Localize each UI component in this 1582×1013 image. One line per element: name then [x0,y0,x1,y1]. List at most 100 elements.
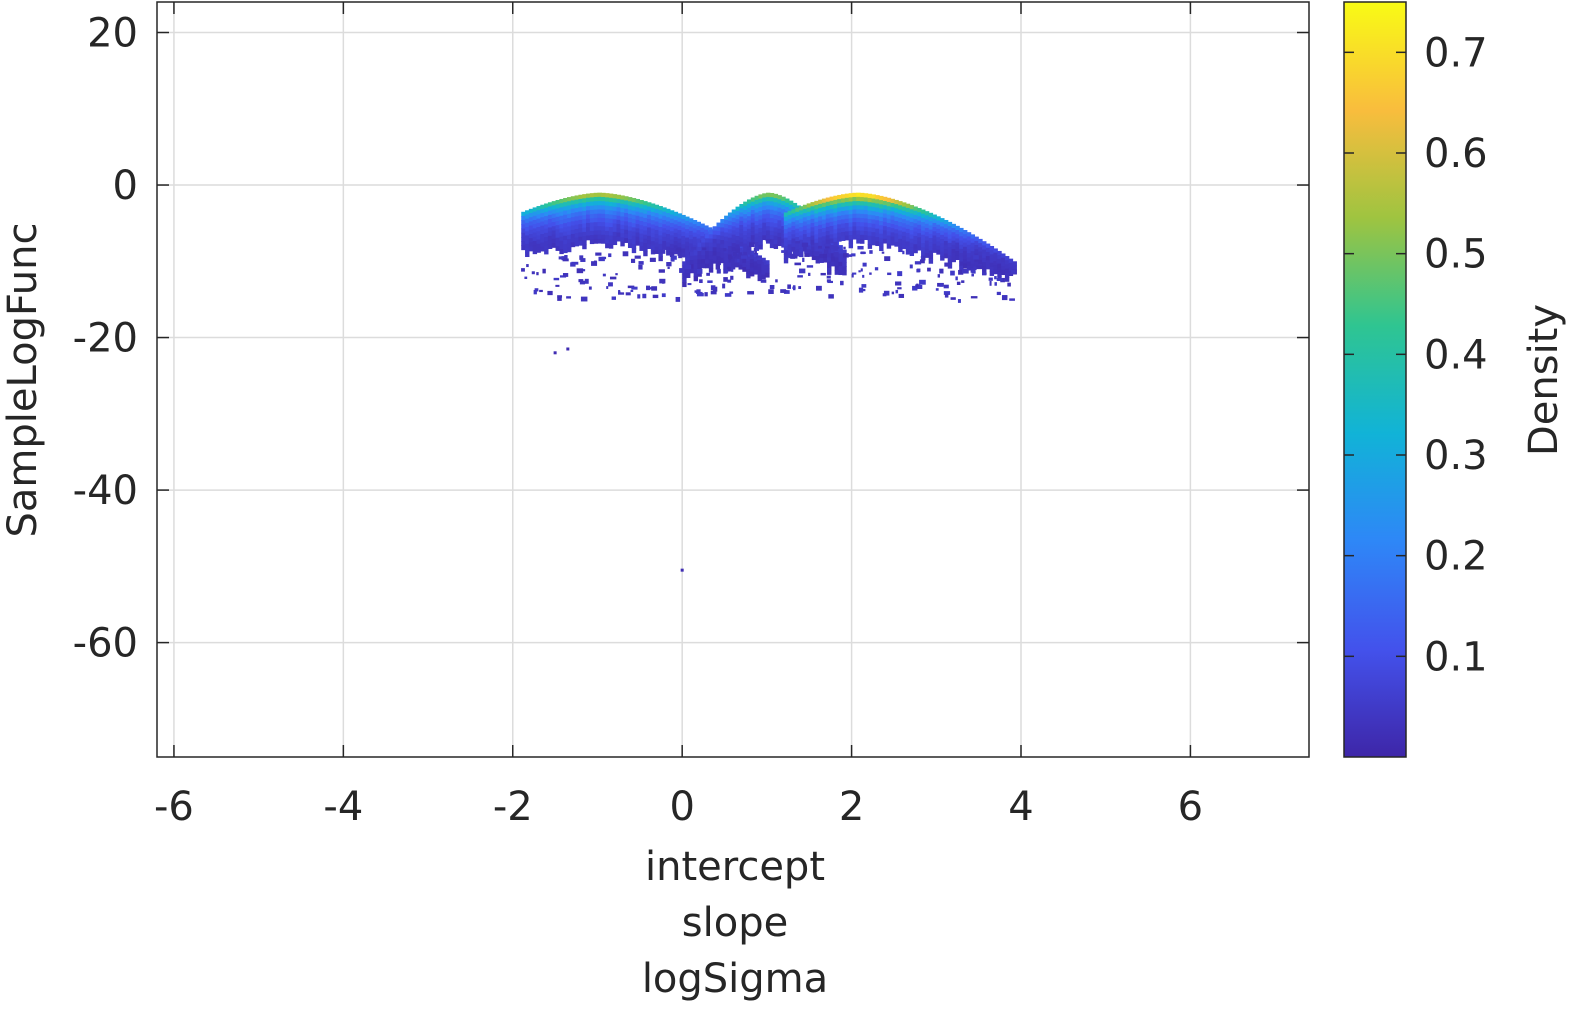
density-cell [570,229,576,235]
density-cell [898,201,903,206]
density-cell [555,208,560,214]
speckle-cell [851,273,854,278]
density-cell [586,231,591,237]
speckle-cell [661,293,666,298]
density-cell [985,243,991,249]
density-cell [681,223,686,229]
density-cell [833,195,838,201]
density-cell [540,238,545,244]
x-tick-label: -6 [154,784,194,830]
density-cell [761,274,766,280]
density-cell [989,266,995,272]
density-cell [821,240,827,246]
density-cell [1004,272,1010,278]
outlier-points [553,347,684,572]
density-cell [540,242,545,248]
density-cell [781,238,786,244]
x-axis-label-line-2: slope [682,900,788,946]
density-cell [758,232,763,237]
density-cell [597,201,602,206]
density-cell [593,230,599,236]
density-cell [997,250,1002,256]
density-cell [959,240,964,246]
density-cell [917,237,922,243]
density-cell [898,222,903,227]
density-cell [913,235,918,241]
density-cell [802,238,808,244]
density-cell [943,219,949,225]
density-cell [559,245,564,250]
density-cell [589,230,595,236]
density-cell [692,219,698,225]
density-cell [787,219,793,224]
speckle-cell [897,271,903,277]
speckle-cell [595,252,602,256]
density-cell [951,228,956,233]
density-cell [833,229,838,235]
density-cell [727,250,733,256]
speckle-cell [608,282,613,287]
density-cell [978,251,983,257]
density-cell [746,260,751,266]
density-cell [753,269,759,275]
density-cell [697,259,702,265]
density-cell [928,221,934,226]
density-cell [757,267,762,273]
density-cell [777,203,782,209]
density-cell [875,207,880,213]
density-cell [681,248,686,254]
density-cell [762,222,767,228]
speckle-cell [939,268,944,274]
density-cell [544,228,549,234]
density-cell [658,252,663,257]
speckle-cell [895,289,899,294]
density-cell [773,206,779,212]
density-cell [647,235,652,241]
density-cell [913,223,918,229]
density-cell [624,196,629,202]
density-cell [724,236,729,242]
density-cell [879,246,884,252]
density-cell [631,227,637,233]
density-cell [1008,258,1014,264]
density-cell [993,261,998,266]
density-cell [863,226,869,232]
density-cell [837,194,842,200]
density-cell [689,251,695,257]
density-cell [842,258,847,263]
density-cell [841,231,846,237]
density-cell [639,216,644,222]
density-cell [754,225,760,230]
density-cell [806,241,812,246]
density-cell [724,240,729,246]
density-cell [905,207,911,213]
density-cell [894,229,899,235]
density-cell [654,213,660,218]
density-cell [890,228,895,233]
density-cell [731,222,737,227]
density-cell [871,236,876,242]
density-cell [601,201,606,206]
density-cell [970,255,976,261]
density-cell [696,238,701,244]
density-cell [913,227,918,233]
density-cell [666,208,671,214]
density-cell [635,240,640,246]
density-cell [909,221,915,227]
density-cell [905,249,911,255]
density-cell [777,220,782,226]
speckle-cell [638,261,644,265]
density-cell [724,215,729,221]
density-cell [701,250,706,256]
speckle-cell [737,258,740,263]
density-cell [746,199,752,205]
speckle-cell [780,289,786,293]
density-cell [662,219,667,225]
colorbar-tick-label: 0.1 [1424,634,1488,680]
density-cell [750,235,756,241]
colorbar-tick-label: 0.5 [1424,232,1488,278]
speckle-cell [707,280,713,283]
density-cell [928,233,934,239]
density-cell [966,261,972,267]
density-cell [905,241,911,247]
